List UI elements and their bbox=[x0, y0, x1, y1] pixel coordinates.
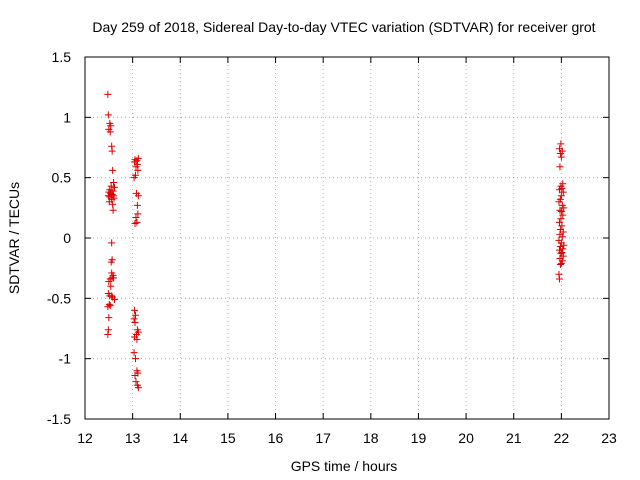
chart-title: Day 259 of 2018, Sidereal Day-to-day VTE… bbox=[92, 19, 595, 35]
axis-ticks bbox=[84, 56, 610, 420]
data-point bbox=[556, 206, 564, 214]
y-tick-label: 1.5 bbox=[52, 49, 72, 65]
data-point bbox=[111, 183, 119, 191]
data-point bbox=[559, 188, 567, 196]
data-point bbox=[557, 215, 565, 223]
data-point bbox=[131, 372, 139, 380]
data-point bbox=[134, 192, 142, 200]
data-point bbox=[130, 349, 138, 357]
data-point bbox=[132, 213, 140, 221]
data-point bbox=[560, 204, 568, 212]
x-tick-label: 23 bbox=[601, 430, 617, 446]
x-tick-label: 21 bbox=[506, 430, 522, 446]
plot-frame bbox=[84, 56, 610, 420]
data-point bbox=[556, 163, 564, 171]
data-point bbox=[557, 207, 565, 215]
grid-lines bbox=[85, 57, 609, 419]
y-axis-label: SDTVAR / TECUs bbox=[6, 182, 22, 294]
data-point bbox=[557, 153, 565, 161]
data-point bbox=[134, 166, 142, 174]
data-point bbox=[557, 140, 565, 148]
data-point bbox=[108, 292, 116, 300]
data-point bbox=[134, 384, 142, 392]
data-point bbox=[107, 182, 115, 190]
x-tick-label: 20 bbox=[458, 430, 474, 446]
y-tick-label: -1 bbox=[59, 351, 72, 367]
data-point bbox=[560, 241, 568, 249]
x-tick-label: 16 bbox=[268, 430, 284, 446]
data-point bbox=[131, 306, 139, 314]
x-tick-label: 13 bbox=[125, 430, 141, 446]
data-point bbox=[109, 200, 117, 208]
y-tick-labels: -1.5 -1 -0.5 0 0.5 1 1.5 bbox=[47, 49, 71, 427]
data-points bbox=[104, 90, 568, 392]
data-point bbox=[559, 245, 567, 253]
y-tick-label: -0.5 bbox=[47, 290, 71, 306]
data-point bbox=[130, 315, 138, 323]
data-point bbox=[107, 258, 115, 266]
x-tick-label: 18 bbox=[363, 430, 379, 446]
x-axis-label: GPS time / hours bbox=[291, 458, 398, 474]
data-point bbox=[104, 90, 112, 98]
data-point bbox=[555, 218, 563, 226]
data-point bbox=[133, 201, 141, 209]
data-point bbox=[558, 233, 566, 241]
data-point bbox=[559, 211, 567, 219]
data-point bbox=[108, 147, 116, 155]
data-point bbox=[131, 220, 139, 228]
data-point bbox=[107, 122, 115, 130]
y-tick-label: -1.5 bbox=[47, 411, 71, 427]
data-point bbox=[132, 378, 140, 386]
data-point bbox=[132, 163, 140, 171]
data-point bbox=[104, 111, 112, 119]
data-point bbox=[104, 192, 112, 200]
data-point bbox=[134, 154, 142, 162]
x-tick-label: 22 bbox=[554, 430, 570, 446]
data-point bbox=[110, 178, 118, 186]
data-point bbox=[134, 210, 142, 218]
data-point bbox=[558, 222, 566, 230]
data-point bbox=[108, 239, 116, 247]
data-point bbox=[106, 128, 114, 136]
data-point bbox=[557, 259, 565, 267]
x-tick-labels: 12 13 14 15 16 17 18 19 20 21 22 23 bbox=[77, 430, 617, 446]
data-point bbox=[556, 261, 564, 269]
data-point bbox=[109, 166, 117, 174]
data-point bbox=[107, 282, 115, 290]
data-point bbox=[111, 296, 119, 304]
data-point bbox=[555, 186, 563, 194]
data-point bbox=[105, 277, 113, 285]
x-tick-label: 12 bbox=[77, 430, 93, 446]
y-tick-label: 0.5 bbox=[52, 170, 72, 186]
data-point bbox=[104, 331, 112, 339]
x-tick-label: 19 bbox=[411, 430, 427, 446]
data-point bbox=[555, 198, 563, 206]
data-point bbox=[133, 218, 141, 226]
x-tick-label: 17 bbox=[315, 430, 331, 446]
data-point bbox=[555, 275, 563, 283]
data-point bbox=[131, 355, 139, 363]
y-tick-label: 1 bbox=[63, 109, 71, 125]
data-point bbox=[131, 318, 139, 326]
data-point bbox=[104, 303, 112, 311]
data-point bbox=[110, 274, 118, 282]
x-tick-label: 14 bbox=[172, 430, 188, 446]
x-tick-label: 15 bbox=[220, 430, 236, 446]
data-point bbox=[133, 335, 141, 343]
data-point bbox=[557, 192, 565, 200]
data-point bbox=[105, 314, 113, 322]
data-point bbox=[109, 206, 117, 214]
data-point bbox=[558, 248, 566, 256]
data-point bbox=[131, 311, 139, 319]
data-point bbox=[556, 150, 564, 158]
data-point bbox=[130, 174, 138, 182]
y-tick-label: 0 bbox=[63, 230, 71, 246]
